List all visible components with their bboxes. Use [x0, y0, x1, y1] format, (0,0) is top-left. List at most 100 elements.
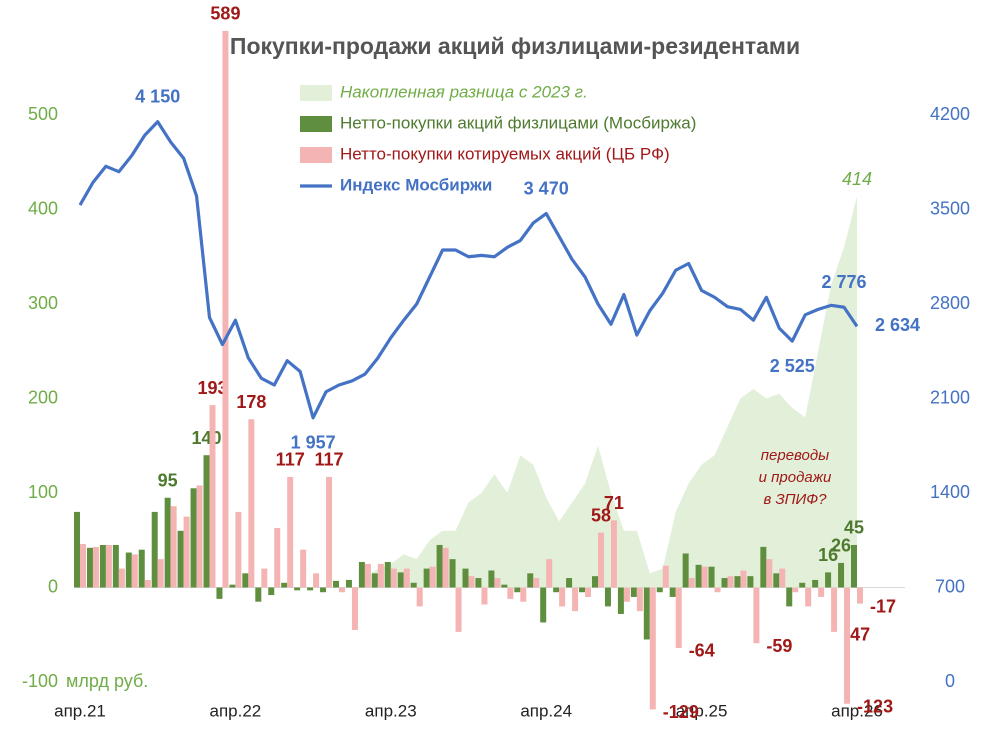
bar	[118, 568, 125, 588]
bar	[125, 552, 132, 588]
x-tick-label: апр.26	[831, 701, 883, 720]
bar	[429, 566, 436, 588]
legend-swatch	[300, 85, 332, 101]
bar	[857, 587, 863, 604]
y2-tick-label: 1400	[930, 482, 970, 502]
annotation: переводы	[761, 447, 829, 464]
bar	[701, 566, 708, 588]
bar	[170, 506, 177, 588]
x-tick-label: апр.23	[365, 701, 417, 720]
bar	[157, 559, 164, 588]
bar	[423, 568, 430, 588]
chart-title: Покупки-продажи акций физлицами-резидент…	[230, 33, 800, 59]
bar	[138, 549, 145, 588]
bar	[740, 570, 747, 588]
y-tick-label: -100	[22, 671, 58, 691]
legend-label: Индекс Мосбиржи	[340, 175, 492, 194]
bar	[216, 587, 223, 599]
bar	[242, 573, 249, 588]
bar	[351, 587, 358, 631]
bar	[669, 587, 676, 597]
bar	[805, 587, 812, 607]
bar	[559, 587, 566, 607]
bar	[371, 573, 378, 588]
data-label: 193	[197, 378, 227, 398]
bar	[572, 587, 579, 612]
bar	[112, 544, 119, 588]
x-tick-label: апр.21	[54, 701, 106, 720]
y2-tick-label: 2800	[930, 293, 970, 313]
data-label: 2 634	[875, 315, 920, 335]
bar	[714, 587, 721, 593]
bar	[475, 578, 482, 588]
data-label: -129	[663, 702, 699, 722]
bar	[281, 582, 288, 588]
y2-tick-label: 4200	[930, 104, 970, 124]
bar	[307, 587, 314, 591]
data-label: 16	[818, 545, 838, 565]
bar	[688, 578, 695, 588]
bar	[274, 527, 281, 588]
bar	[410, 582, 417, 588]
bar	[320, 587, 327, 593]
bar	[494, 578, 501, 588]
bar	[248, 419, 255, 588]
bar	[818, 587, 825, 597]
x-tick-label: апр.22	[210, 701, 262, 720]
bar	[92, 546, 99, 588]
bar	[190, 488, 197, 588]
bar	[851, 544, 857, 588]
bar	[662, 565, 669, 588]
data-label: 26	[831, 536, 851, 556]
area	[351, 196, 857, 602]
data-label: 178	[236, 392, 266, 412]
bar	[695, 564, 702, 588]
bar	[799, 582, 806, 588]
bar	[203, 455, 210, 588]
bar	[592, 576, 598, 588]
bar	[527, 573, 534, 588]
bar	[436, 544, 443, 588]
bar	[390, 568, 397, 588]
bar	[333, 580, 339, 588]
bar	[507, 587, 514, 599]
data-label: 117	[315, 450, 344, 470]
bar	[585, 587, 592, 597]
bar	[177, 530, 184, 588]
bar	[481, 587, 488, 605]
data-label: 1 957	[291, 433, 336, 453]
bar	[514, 587, 521, 593]
bar	[656, 587, 663, 593]
legend-swatch	[300, 116, 332, 132]
bar	[151, 511, 158, 588]
data-label: 414	[842, 169, 872, 189]
bar	[164, 497, 171, 588]
bar	[610, 520, 617, 588]
bar	[74, 511, 80, 588]
bar	[468, 576, 475, 588]
y-tick-label: 200	[28, 387, 58, 407]
bar	[235, 511, 242, 588]
bar	[636, 587, 643, 612]
bar	[721, 578, 728, 588]
bar	[313, 573, 320, 588]
y-tick-label: 500	[28, 104, 58, 124]
bar	[649, 587, 656, 710]
bar	[533, 578, 540, 588]
bar	[727, 576, 734, 588]
y-tick-label: 400	[28, 198, 58, 218]
y-tick-label: 0	[48, 576, 58, 596]
bar	[377, 563, 384, 588]
bar	[792, 587, 799, 593]
bar	[643, 587, 650, 640]
bar	[617, 587, 624, 614]
bar	[222, 30, 229, 588]
bar	[326, 476, 333, 588]
bar	[403, 568, 410, 588]
bar	[384, 561, 391, 588]
y2-tick-label: 3500	[930, 198, 970, 218]
bar	[760, 546, 767, 588]
bar	[675, 587, 682, 648]
bar	[416, 587, 423, 607]
